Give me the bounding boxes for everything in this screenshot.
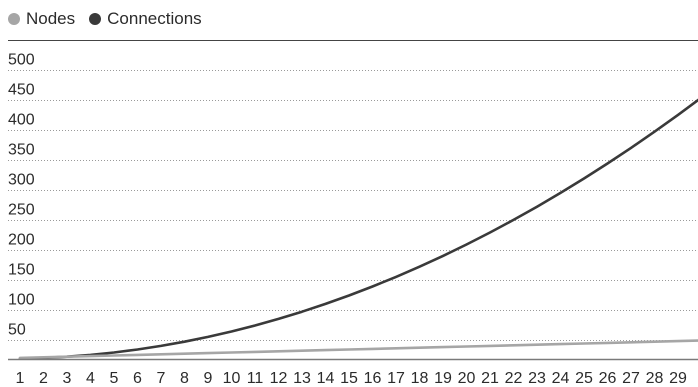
- y-tick-label: 500: [8, 52, 35, 69]
- x-tick-label: 6: [133, 370, 142, 387]
- y-tick-label: 400: [8, 112, 35, 129]
- x-tick-label: 1: [16, 370, 25, 387]
- x-tick-label: 11: [247, 370, 264, 387]
- x-tick-label: 4: [86, 370, 95, 387]
- x-tick-label: 7: [157, 370, 166, 387]
- series-line-connections: [18, 98, 698, 360]
- x-tick-label: 10: [223, 370, 241, 387]
- x-tick-label: 19: [434, 370, 452, 387]
- x-tick-label: 21: [481, 370, 499, 387]
- legend-label-nodes: Nodes: [26, 9, 76, 28]
- x-tick-label: 15: [340, 370, 358, 387]
- legend-label-connections: Connections: [107, 9, 202, 28]
- x-tick-label: 5: [110, 370, 119, 387]
- x-tick-label: 20: [458, 370, 476, 387]
- x-tick-label: 17: [387, 370, 405, 387]
- legend-swatch-connections: [89, 13, 102, 25]
- legend-item-nodes: Nodes: [8, 9, 75, 29]
- y-tick-label: 250: [8, 202, 35, 219]
- legend-swatch-nodes: [8, 13, 20, 25]
- y-tick-label: 300: [8, 172, 35, 189]
- y-tick-label: 450: [8, 82, 35, 99]
- x-tick-label: 18: [411, 370, 429, 387]
- x-tick-label: 2: [39, 370, 48, 387]
- x-tick-label: 12: [270, 370, 288, 387]
- x-tick-label: 24: [552, 370, 570, 387]
- x-tick-label: 29: [669, 370, 687, 387]
- x-tick-label: 16: [364, 370, 382, 387]
- x-tick-label: 25: [575, 370, 593, 387]
- y-tick-label: 350: [8, 142, 35, 159]
- x-tick-label: 14: [317, 370, 335, 387]
- y-tick-label: 200: [8, 232, 35, 249]
- legend: Nodes Connections: [8, 7, 202, 31]
- x-tick-label: 9: [204, 370, 213, 387]
- legend-item-connections: Connections: [89, 9, 202, 29]
- x-tick-label: 3: [63, 370, 72, 387]
- series-line-nodes: [18, 339, 698, 360]
- x-tick-label: 26: [599, 370, 617, 387]
- x-tick-label: 27: [622, 370, 640, 387]
- y-tick-label: 150: [8, 262, 35, 279]
- x-tick-label: 23: [528, 370, 546, 387]
- x-tick-label: 8: [180, 370, 189, 387]
- x-tick-label: 22: [505, 370, 523, 387]
- y-tick-label: 100: [8, 292, 35, 309]
- y-tick-label: 50: [8, 322, 26, 339]
- x-tick-label: 28: [646, 370, 664, 387]
- x-tick-label: 13: [293, 370, 311, 387]
